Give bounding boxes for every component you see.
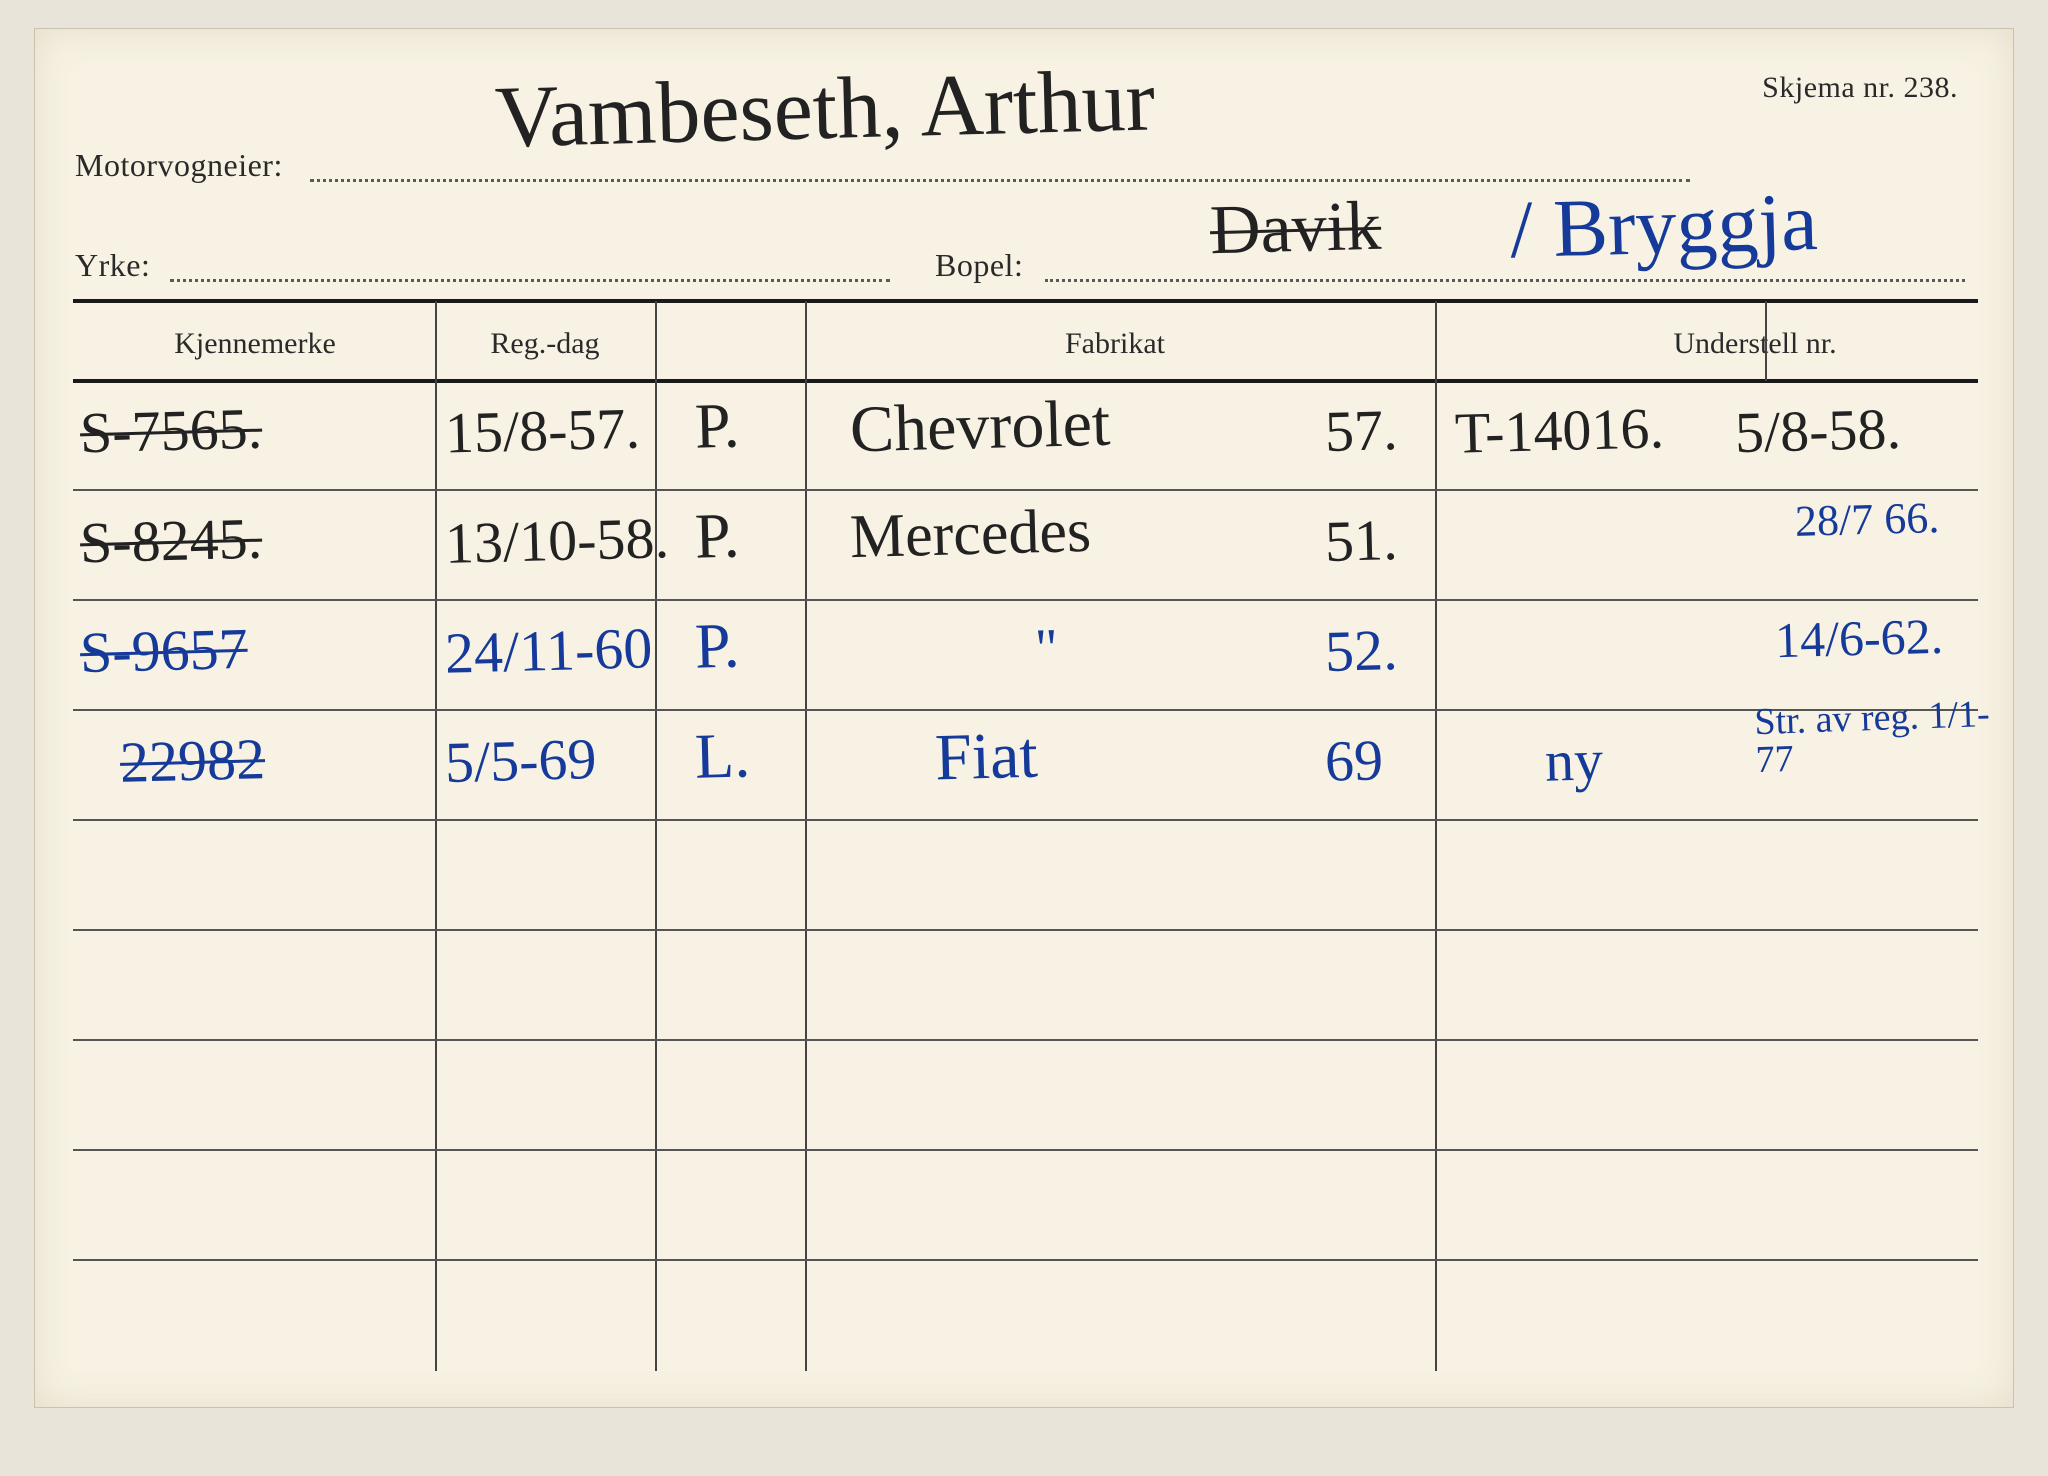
- label-residence: Bopel:: [935, 247, 1023, 284]
- rowline: [73, 929, 1978, 931]
- r2-kj: S-8245.: [79, 505, 263, 577]
- form-number: Skjema nr. 238.: [1762, 71, 1958, 105]
- col-reg-dag: Reg.-dag: [445, 327, 645, 361]
- label-occupation: Yrke:: [75, 247, 150, 284]
- rowline: [73, 489, 1978, 491]
- index-card: Skjema nr. 238. Motorvogneier: Vambeseth…: [34, 28, 2014, 1408]
- table-header-rule: [73, 379, 1978, 383]
- r2-type: P.: [694, 498, 740, 573]
- owner-dotted-line: [310, 179, 1690, 182]
- vline-2: [655, 301, 657, 1371]
- table-top-rule: [73, 299, 1978, 303]
- vline-4: [1435, 301, 1437, 1371]
- r1-u1: T-14016.: [1454, 394, 1665, 466]
- r2-u2: 28/7 66.: [1794, 492, 1940, 547]
- r3-yr: 52.: [1324, 616, 1398, 685]
- col-kjennemerke: Kjennemerke: [105, 327, 405, 361]
- rowline: [73, 709, 1978, 711]
- r4-fab: Fiat: [934, 718, 1039, 797]
- rowline: [73, 1039, 1978, 1041]
- rowline: [73, 1149, 1978, 1151]
- r1-reg: 15/8-57.: [444, 394, 641, 466]
- r2-fab: Mercedes: [849, 496, 1092, 573]
- rowline: [73, 819, 1978, 821]
- r3-fab: ": [1034, 617, 1059, 682]
- r4-type: L.: [694, 718, 751, 793]
- r4-kj: 22982: [119, 725, 266, 796]
- owner-value: Vambeseth, Arthur: [494, 50, 1156, 168]
- vline-3: [805, 301, 807, 1371]
- occupation-dotted-line: [170, 279, 890, 282]
- r3-reg: 24/11-60: [444, 614, 653, 686]
- col-understell: Understell nr.: [1575, 327, 1935, 361]
- vline-5-header: [1765, 301, 1767, 381]
- r4-u1: ny: [1544, 726, 1604, 794]
- residence-dotted-line: [1045, 279, 1965, 282]
- residence-new: / Bryggja: [1509, 175, 1819, 277]
- r4-reg: 5/5-69: [444, 725, 597, 796]
- rowline: [73, 599, 1978, 601]
- r3-u2: 14/6-62.: [1774, 607, 1944, 669]
- r1-fab: Chevrolet: [849, 386, 1111, 469]
- r3-kj: S-9657: [79, 615, 248, 686]
- r2-yr: 51.: [1324, 506, 1398, 575]
- vline-1: [435, 301, 437, 1371]
- r2-reg: 13/10-58.: [444, 504, 670, 577]
- r1-type: P.: [694, 388, 740, 463]
- r3-type: P.: [694, 608, 740, 683]
- col-fabrikat: Fabrikat: [895, 327, 1335, 361]
- r1-kj: S-7565.: [79, 395, 263, 467]
- label-owner: Motorvogneier:: [75, 147, 283, 184]
- r1-u2: 5/8-58.: [1734, 395, 1902, 466]
- r4-u2: Str. av reg. 1/1-77: [1754, 695, 1997, 779]
- residence-struck: Davik: [1209, 187, 1382, 271]
- r1-yr: 57.: [1324, 396, 1398, 465]
- r4-yr: 69: [1324, 726, 1384, 794]
- rowline: [73, 1259, 1978, 1261]
